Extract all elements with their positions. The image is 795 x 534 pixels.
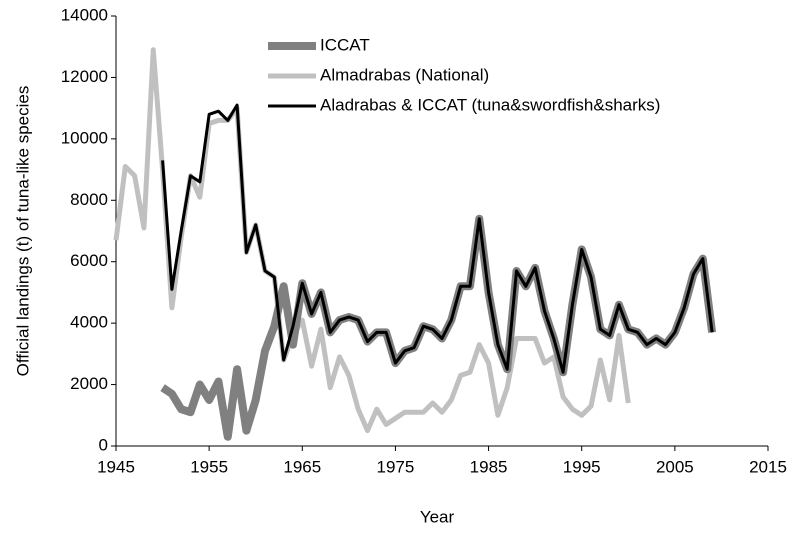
x-tick-label: 1955: [190, 457, 228, 476]
line-series: [161, 103, 714, 374]
y-tick-label: 4000: [70, 313, 108, 332]
y-tick-label: 10000: [61, 128, 108, 147]
x-tick-label: 1995: [563, 457, 601, 476]
x-tick-label: 1965: [283, 457, 321, 476]
x-tick-label: 1975: [377, 457, 415, 476]
legend-label: Aladrabas & ICCAT (tuna&swordfish&sharks…: [320, 95, 660, 114]
legend-label: ICCAT: [320, 35, 370, 54]
x-tick-label: 1985: [470, 457, 508, 476]
y-axis-label: Official landings (t) of tuna-like speci…: [13, 86, 32, 377]
legend-label: Almadrabas (National): [320, 65, 489, 84]
y-tick-label: 14000: [61, 5, 108, 24]
y-tick-label: 12000: [61, 67, 108, 86]
x-axis-label: Year: [420, 507, 455, 526]
y-tick-label: 0: [99, 435, 108, 454]
y-tick-label: 6000: [70, 251, 108, 270]
y-tick-label: 8000: [70, 190, 108, 209]
y-tick-label: 2000: [70, 374, 108, 393]
line-series: [113, 47, 631, 434]
x-tick-label: 2015: [749, 457, 787, 476]
x-tick-label: 1945: [97, 457, 135, 476]
x-tick-label: 2005: [656, 457, 694, 476]
